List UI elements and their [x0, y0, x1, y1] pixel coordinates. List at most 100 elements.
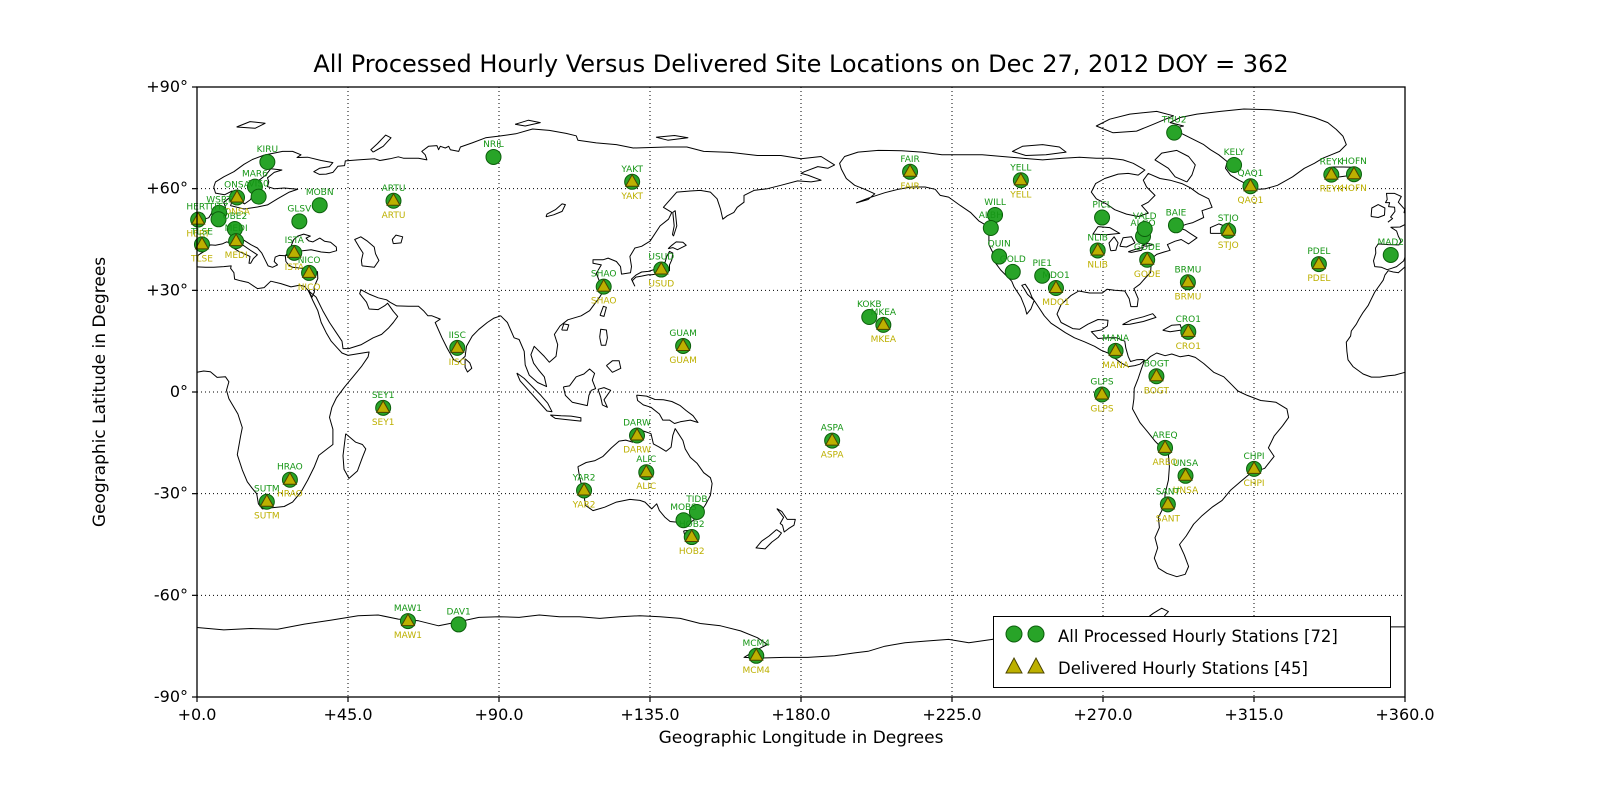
- station-marker-processed: [1004, 263, 1021, 280]
- station: HOFN HOFN: [1341, 157, 1367, 194]
- y-tick-label: -90°: [154, 687, 188, 706]
- station-label-processed: MAR6: [242, 170, 268, 180]
- station: MKEA MKEA: [871, 308, 897, 345]
- coastline: [599, 305, 607, 317]
- station: MAD2: [1377, 238, 1404, 263]
- legend-item-delivered: Delivered Hourly Stations [45]: [1002, 654, 1390, 682]
- station-label-processed: NRIL: [483, 140, 504, 150]
- station-marker-delivered: [286, 244, 302, 258]
- station: TLSE TLSE: [190, 227, 213, 264]
- coastline: [391, 234, 404, 245]
- station-marker-delivered: [1243, 178, 1258, 192]
- station: YAR2 YAR2: [572, 473, 596, 510]
- station-label-delivered: REYK: [1320, 185, 1344, 195]
- coastline: [1169, 108, 1347, 190]
- station-label-processed: TLSE: [190, 227, 213, 237]
- station-marker-processed: [1094, 209, 1111, 226]
- station: ONSA ONSA: [224, 180, 251, 217]
- coastline: [561, 323, 570, 331]
- coastline: [1370, 204, 1386, 218]
- station-marker-delivered: [190, 211, 206, 225]
- station-marker-delivered: [375, 399, 391, 413]
- x-tick-label: +0.0: [178, 705, 217, 724]
- station-marker-delivered: [1090, 242, 1106, 256]
- station: GOLD: [1000, 255, 1026, 280]
- station: REYK REYK: [1320, 158, 1344, 195]
- station: GUAM GUAM: [669, 329, 696, 366]
- legend-circle-icon: [1027, 625, 1045, 643]
- station-label-processed: IISC: [449, 331, 466, 341]
- station-marker-delivered: [1246, 460, 1262, 474]
- station: VIS0: [249, 180, 269, 205]
- x-tick-label: +135.0: [620, 705, 679, 724]
- station-marker-delivered: [400, 613, 416, 627]
- station-marker-processed: [1166, 124, 1183, 141]
- station-label-delivered: HOB2: [679, 547, 705, 557]
- station: ALBH: [979, 211, 1003, 237]
- station-marker-delivered: [1160, 496, 1176, 510]
- station-label-processed: ASPA: [821, 424, 845, 434]
- station-label-delivered: MCM4: [742, 666, 770, 676]
- coastline: [550, 414, 582, 422]
- station-label-processed: SANT: [1156, 487, 1181, 497]
- coastline: [1373, 224, 1406, 271]
- station-label-delivered: GUAM: [669, 356, 696, 366]
- x-tick-label: +45.0: [323, 705, 372, 724]
- coastline: [636, 394, 699, 424]
- station-label-processed: BOGT: [1144, 359, 1170, 369]
- station-label-processed: NICO: [298, 256, 321, 266]
- station: PIE1: [1032, 259, 1052, 284]
- station-label-delivered: MAW1: [394, 631, 422, 641]
- coastline: [667, 241, 687, 251]
- coastline: [1345, 266, 1406, 378]
- coastline: [1119, 236, 1136, 248]
- station-label-delivered: IISC: [449, 358, 466, 368]
- station-marker-processed: [1167, 217, 1184, 234]
- station-label-delivered: UNSA: [1173, 486, 1199, 496]
- x-tick-label: +270.0: [1073, 705, 1132, 724]
- station-label-processed: NLIB: [1087, 233, 1108, 243]
- station: AREQ AREQ: [1152, 431, 1177, 468]
- station-marker-delivered: [576, 482, 592, 496]
- legend-marker-delivered-triangles: [1002, 655, 1050, 681]
- station-label-delivered: YAKT: [620, 192, 643, 202]
- station-label-processed: TITZ: [208, 202, 229, 212]
- station-marker-delivered: [228, 233, 244, 247]
- station-label-delivered: ISTA: [285, 263, 305, 273]
- station-label-delivered: CRO1: [1176, 342, 1201, 352]
- legend-circle-icon: [1005, 625, 1023, 643]
- station: GODE GODE: [1134, 243, 1161, 280]
- x-tick-label: +180.0: [771, 705, 830, 724]
- station-label-processed: GLPS: [1090, 378, 1113, 388]
- station: KOKB: [857, 300, 882, 326]
- station: MANA MANA: [1102, 334, 1130, 371]
- coastline: [514, 119, 541, 127]
- station-label-delivered: BOGT: [1144, 386, 1170, 396]
- station-label-processed: SHAO: [591, 270, 617, 280]
- station-label-processed: OBE2: [223, 212, 248, 222]
- station-marker-delivered: [824, 432, 840, 446]
- station-marker-delivered: [1149, 368, 1164, 382]
- coastline: [1162, 324, 1183, 333]
- coastline: [776, 508, 796, 533]
- station: SEY1 SEY1: [372, 391, 395, 428]
- station-label-processed: MDO1: [1042, 271, 1070, 281]
- station-label-processed: HOFN: [1341, 157, 1367, 167]
- station: BRMU BRMU: [1175, 265, 1202, 302]
- coastline: [577, 428, 713, 525]
- legend-label-processed: All Processed Hourly Stations [72]: [1058, 626, 1338, 646]
- station-marker-delivered: [629, 427, 645, 441]
- coastline: [370, 134, 392, 153]
- station-label-delivered: ARTU: [382, 211, 406, 221]
- station-marker-delivered: [1180, 323, 1196, 337]
- station: TIDB: [685, 495, 708, 520]
- station-marker-delivered: [1048, 280, 1064, 294]
- station-label-delivered: YELL: [1009, 190, 1031, 200]
- station: NLIB NLIB: [1087, 233, 1108, 270]
- station-label-processed: USUD: [648, 253, 674, 263]
- station-label-processed: MOBS: [670, 503, 697, 513]
- y-tick-label: -30°: [154, 484, 188, 503]
- station: MAW1 MAW1: [394, 604, 422, 641]
- legend-label-delivered: Delivered Hourly Stations [45]: [1058, 658, 1308, 678]
